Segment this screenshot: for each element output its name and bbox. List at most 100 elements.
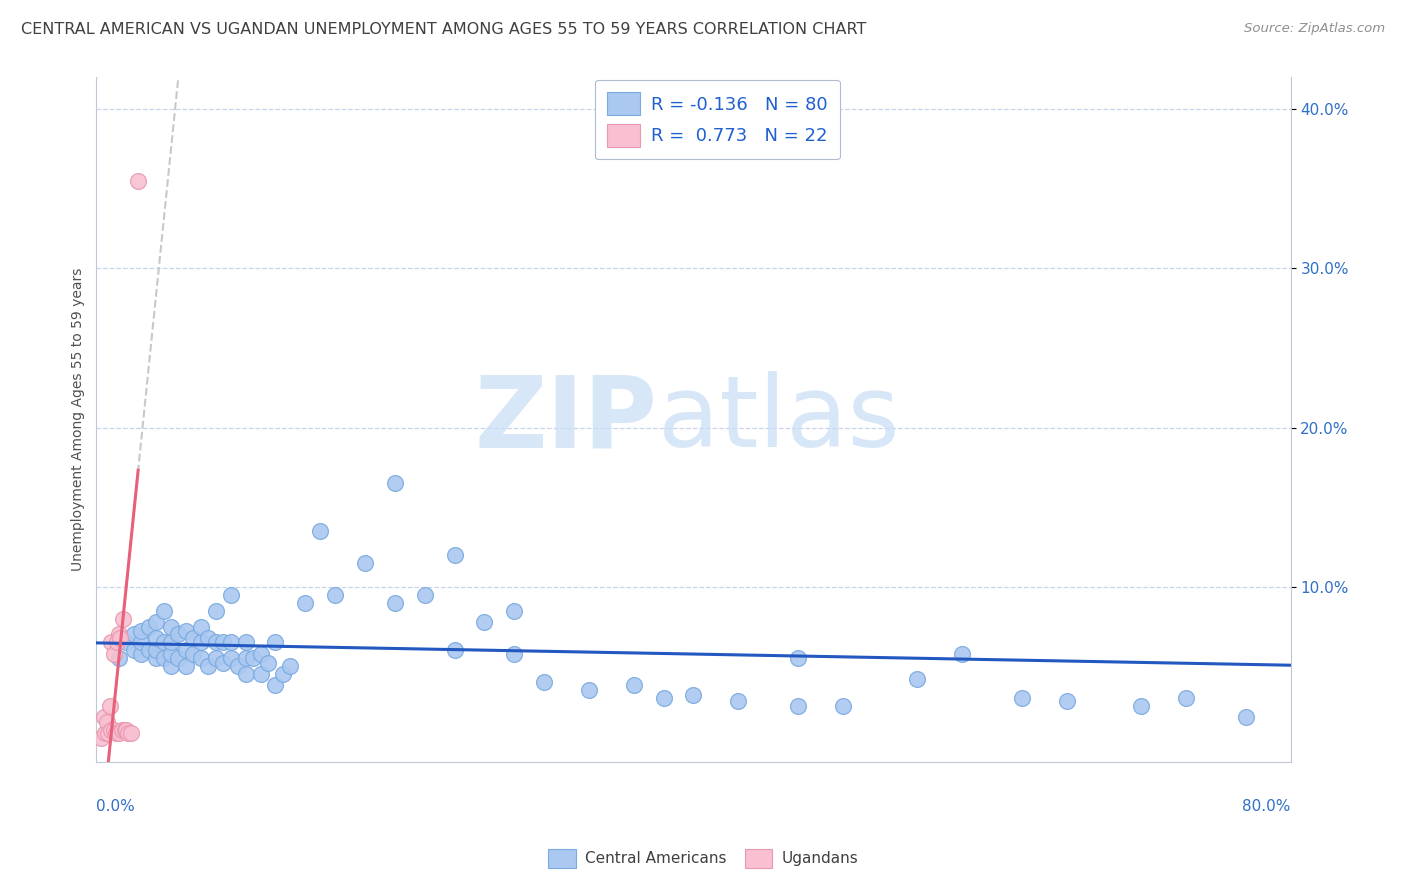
Point (129, 624, 152, 639)
Point (183, 647, 205, 661)
Point (100, 635, 122, 649)
Point (145, 651, 167, 665)
Point (249, 667, 271, 681)
Point (474, 615, 496, 629)
Point (104, 726, 127, 740)
Point (197, 631, 219, 645)
Point (235, 635, 257, 649)
Point (174, 624, 197, 639)
Point (682, 688, 704, 702)
Point (623, 678, 645, 692)
Point (384, 476, 406, 491)
Point (384, 596, 406, 610)
Point (235, 667, 257, 681)
Point (294, 596, 316, 610)
Point (787, 651, 810, 665)
Point (160, 659, 183, 673)
Point (122, 627, 145, 641)
Point (1011, 691, 1033, 706)
Text: 80.0%: 80.0% (1243, 799, 1291, 814)
Point (183, 631, 205, 645)
Point (652, 691, 675, 706)
Legend: R = -0.136   N = 80, R =  0.773   N = 22: R = -0.136 N = 80, R = 0.773 N = 22 (595, 79, 839, 160)
Point (93, 710, 115, 724)
Point (120, 726, 142, 740)
Point (127, 174, 149, 188)
Point (271, 667, 294, 681)
Point (204, 635, 226, 649)
Point (129, 635, 152, 649)
Text: 0.0%: 0.0% (97, 799, 135, 814)
Point (249, 647, 271, 661)
Point (115, 723, 138, 737)
Point (110, 631, 132, 645)
Point (503, 604, 526, 618)
Point (115, 635, 138, 649)
Point (204, 651, 226, 665)
Text: ZIP: ZIP (475, 371, 658, 468)
Point (323, 588, 346, 602)
Point (219, 651, 242, 665)
Point (533, 675, 555, 690)
Point (114, 723, 136, 737)
Point (94, 726, 117, 740)
Point (197, 659, 219, 673)
Point (105, 635, 128, 649)
Point (152, 635, 174, 649)
Point (160, 647, 183, 661)
Point (413, 588, 436, 602)
Point (129, 647, 152, 661)
Point (905, 672, 928, 686)
Point (103, 647, 125, 661)
Point (831, 699, 853, 714)
Point (235, 651, 257, 665)
Point (167, 627, 190, 641)
Point (107, 726, 129, 740)
Point (212, 656, 235, 670)
Point (107, 627, 129, 641)
Point (1056, 694, 1078, 708)
Point (1130, 699, 1153, 714)
Point (950, 647, 973, 661)
Point (174, 659, 197, 673)
Point (354, 556, 377, 570)
Point (443, 643, 465, 657)
Text: CENTRAL AMERICAN VS UGANDAN UNEMPLOYMENT AMONG AGES 55 TO 59 YEARS CORRELATION C: CENTRAL AMERICAN VS UGANDAN UNEMPLOYMENT… (21, 22, 866, 37)
Point (242, 651, 264, 665)
Point (727, 694, 749, 708)
Y-axis label: Unemployment Among Ages 55 to 59 years: Unemployment Among Ages 55 to 59 years (72, 268, 86, 571)
Point (145, 615, 167, 629)
Point (145, 631, 167, 645)
Point (138, 643, 160, 657)
Point (97, 726, 120, 740)
Point (122, 643, 145, 657)
Point (145, 643, 167, 657)
Point (219, 588, 242, 602)
Point (98, 699, 121, 714)
Point (190, 635, 212, 649)
Point (204, 604, 226, 618)
Point (117, 726, 139, 740)
Point (167, 651, 190, 665)
Point (138, 619, 160, 633)
Point (100, 723, 122, 737)
Point (152, 651, 174, 665)
Point (103, 723, 125, 737)
Point (160, 635, 183, 649)
Point (112, 611, 135, 625)
Point (107, 651, 129, 665)
Point (190, 619, 212, 633)
Point (90, 731, 112, 745)
Point (578, 683, 600, 698)
Point (190, 651, 212, 665)
Point (1175, 691, 1198, 706)
Legend: Central Americans, Ugandans: Central Americans, Ugandans (541, 843, 865, 873)
Point (226, 659, 249, 673)
Text: atlas: atlas (658, 371, 900, 468)
Point (257, 656, 280, 670)
Point (152, 604, 174, 618)
Point (280, 659, 302, 673)
Point (96, 714, 118, 729)
Text: Source: ZipAtlas.com: Source: ZipAtlas.com (1244, 22, 1385, 36)
Point (264, 635, 287, 649)
